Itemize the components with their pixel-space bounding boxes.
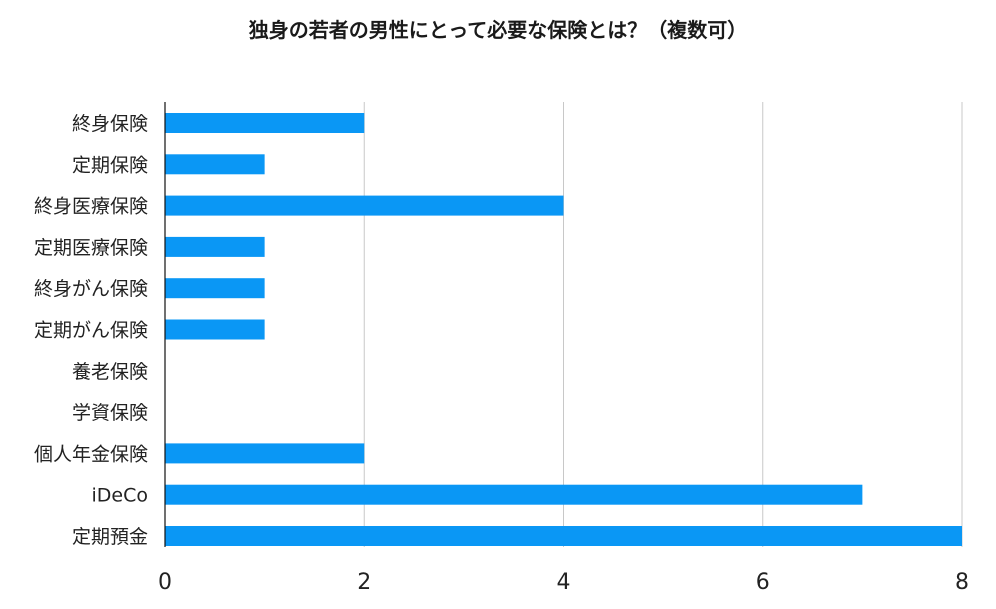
category-label: 養老保険 — [72, 361, 148, 383]
bar — [165, 113, 365, 133]
category-label: 個人年金保険 — [34, 443, 148, 465]
x-tick-labels: 0 2 4 6 8 — [158, 570, 969, 595]
bar — [165, 526, 962, 546]
category-label: 定期医療保険 — [34, 237, 148, 259]
grid-lines — [363, 102, 963, 547]
category-label: 定期預金 — [72, 526, 148, 548]
bar — [165, 443, 365, 464]
category-label: 終身がん保険 — [34, 278, 148, 300]
x-tick-label: 0 — [158, 570, 172, 595]
x-tick-label: 2 — [357, 570, 371, 595]
bars — [165, 113, 962, 546]
category-label: 学資保険 — [72, 402, 148, 424]
category-label: iDeCo — [92, 485, 149, 507]
category-label: 終身保険 — [72, 113, 148, 135]
x-tick-label: 8 — [955, 570, 969, 595]
x-tick-label: 6 — [756, 570, 770, 595]
bar — [165, 195, 564, 216]
category-label: 終身医療保険 — [34, 196, 148, 218]
x-tick-label: 4 — [557, 570, 571, 595]
bar — [165, 319, 265, 340]
bar — [165, 484, 863, 505]
chart-title: 独身の若者の男性にとって必要な保険とは？（複数可） — [248, 18, 748, 42]
category-label: 定期保険 — [72, 154, 148, 176]
category-label: 定期がん保険 — [34, 320, 148, 342]
category-labels: 終身保険定期保険終身医療保険定期医療保険終身がん保険定期がん保険養老保険学資保険… — [34, 113, 148, 548]
bar — [165, 154, 265, 175]
bar — [165, 236, 265, 257]
bar — [165, 278, 265, 299]
